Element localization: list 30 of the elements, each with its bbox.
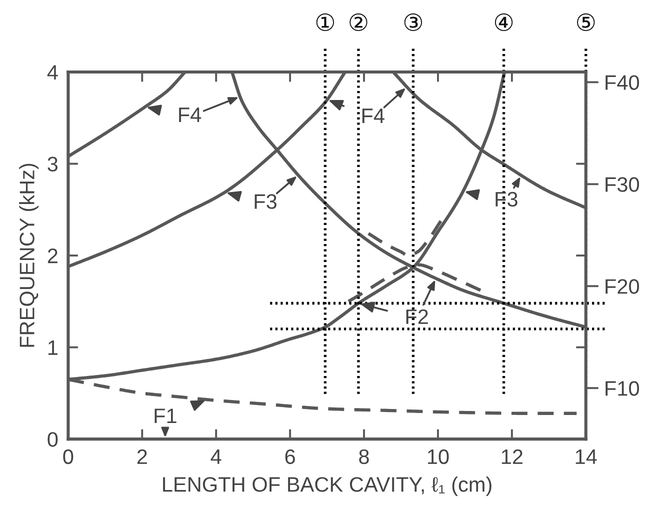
- y-tick-label: 2: [48, 248, 58, 264]
- x-tick-label: 2: [137, 449, 147, 464]
- ref-line-label: ④: [494, 13, 513, 32]
- x-tick-label: 8: [359, 449, 369, 464]
- y-tick-label: 0: [48, 432, 58, 447]
- annotation: F4: [179, 108, 202, 122]
- annotation: F2: [406, 309, 428, 324]
- x-tick-label: 10: [428, 449, 449, 464]
- annotation: F3: [496, 192, 518, 207]
- y-tick-label: 4: [47, 65, 58, 80]
- y-axis-title: FREQUENCY (kHz): [19, 164, 39, 347]
- annotation: F4: [362, 108, 384, 123]
- ref-line-label: ①: [316, 13, 334, 32]
- category-label: F20: [606, 279, 640, 294]
- y-tick-label: 3: [48, 156, 58, 172]
- category-label: F30: [606, 177, 640, 192]
- category-label: F40: [606, 75, 640, 90]
- category-label: F10: [606, 381, 640, 396]
- x-tick-label: 6: [285, 449, 295, 464]
- x-tick-label: 4: [210, 450, 222, 464]
- x-tick-label: 14: [576, 450, 597, 464]
- x-axis-title: LENGTH OF BACK CAVITY, ℓ₁ (cm): [163, 476, 492, 496]
- ref-line-label: ⑤: [577, 13, 595, 32]
- x-tick-label: 0: [63, 449, 74, 464]
- x-tick-label: 12: [502, 449, 522, 464]
- annotation: F3: [254, 194, 276, 209]
- annotation: F1: [154, 408, 176, 424]
- y-tick-label: 1: [48, 340, 58, 355]
- ref-line-label: ②: [350, 13, 368, 32]
- ref-line-label: ③: [404, 13, 422, 32]
